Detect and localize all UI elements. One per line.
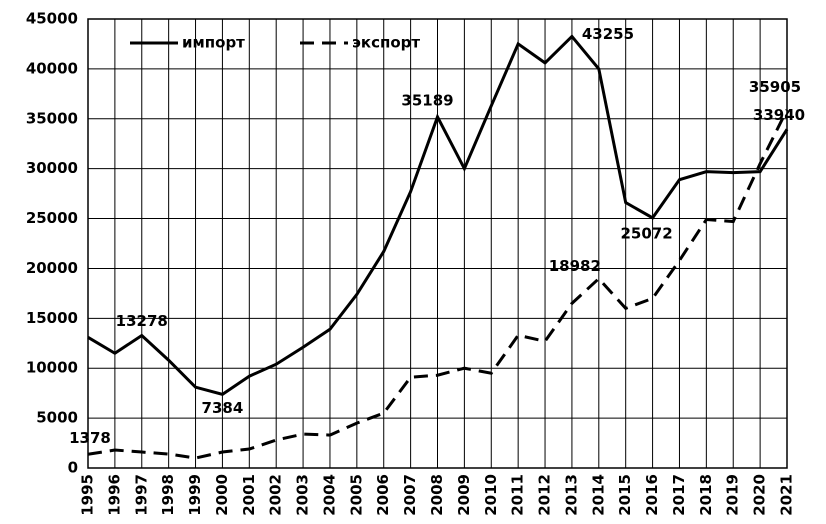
y-tick-label: 15000: [26, 309, 78, 327]
x-tick-label: 1995: [79, 474, 97, 516]
data-label: 33940: [753, 106, 805, 124]
plot-frame: [87, 18, 788, 469]
x-tick-label: 2009: [455, 474, 473, 516]
legend-label: импорт: [182, 34, 245, 52]
y-tick-label: 0: [68, 459, 78, 477]
x-tick-label: 1996: [105, 474, 123, 516]
y-tick-label: 5000: [36, 409, 78, 427]
x-tick-label: 2020: [751, 474, 769, 516]
x-tick-label: 2011: [509, 474, 527, 516]
data-label: 35905: [749, 78, 801, 96]
x-tick-label: 2002: [267, 474, 285, 516]
y-tick-label: 20000: [26, 259, 78, 277]
y-tick-label: 45000: [26, 10, 78, 28]
x-tick-label: 2003: [294, 474, 312, 516]
x-tick-label: 2010: [482, 474, 500, 516]
x-tick-label: 2017: [670, 474, 688, 516]
data-label: 13278: [116, 312, 168, 330]
x-tick-label: 2006: [374, 474, 392, 516]
data-label: 1378: [69, 429, 111, 447]
data-label: 7384: [202, 399, 244, 417]
y-tick-label: 10000: [26, 359, 78, 377]
y-tick-label: 30000: [26, 159, 78, 177]
data-label: 18982: [549, 257, 601, 275]
x-tick-label: 2016: [643, 474, 661, 516]
x-tick-label: 1997: [132, 474, 150, 516]
x-tick-label: 2000: [213, 474, 231, 516]
x-tick-label: 2015: [616, 474, 634, 516]
y-tick-label: 25000: [26, 209, 78, 227]
y-tick-label: 40000: [26, 59, 78, 77]
x-tick-label: 2012: [536, 474, 554, 516]
x-tick-label: 1998: [159, 474, 177, 516]
data-label: 35189: [401, 91, 453, 109]
series-line: [87, 109, 789, 460]
data-label: 25072: [620, 224, 672, 242]
x-tick-label: 2021: [778, 474, 796, 516]
x-tick-label: 2007: [401, 474, 419, 516]
x-tick-label: 2013: [562, 474, 580, 516]
x-tick-label: 2008: [428, 474, 446, 516]
legend-label: экспорт: [352, 34, 420, 52]
y-tick-label: 35000: [26, 109, 78, 127]
x-tick-label: 2019: [724, 474, 742, 516]
series-line: [87, 34, 789, 396]
x-tick-label: 2005: [347, 474, 365, 516]
x-tick-label: 2001: [240, 474, 258, 516]
x-tick-label: 2014: [589, 474, 607, 516]
x-tick-label: 1999: [186, 474, 204, 516]
data-label: 43255: [582, 25, 634, 43]
x-tick-label: 2018: [697, 474, 715, 516]
x-tick-label: 2004: [320, 474, 338, 516]
